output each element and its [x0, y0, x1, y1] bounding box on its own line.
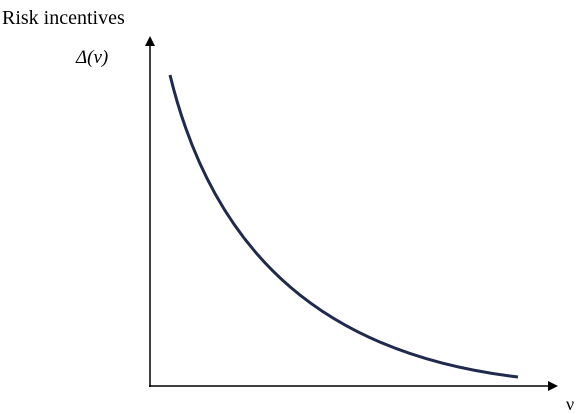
x-axis-label: ν — [566, 394, 574, 414]
title: Risk incentives — [2, 7, 125, 29]
curve — [168, 74, 519, 379]
y-axis-label: Δ(v) — [75, 47, 108, 68]
